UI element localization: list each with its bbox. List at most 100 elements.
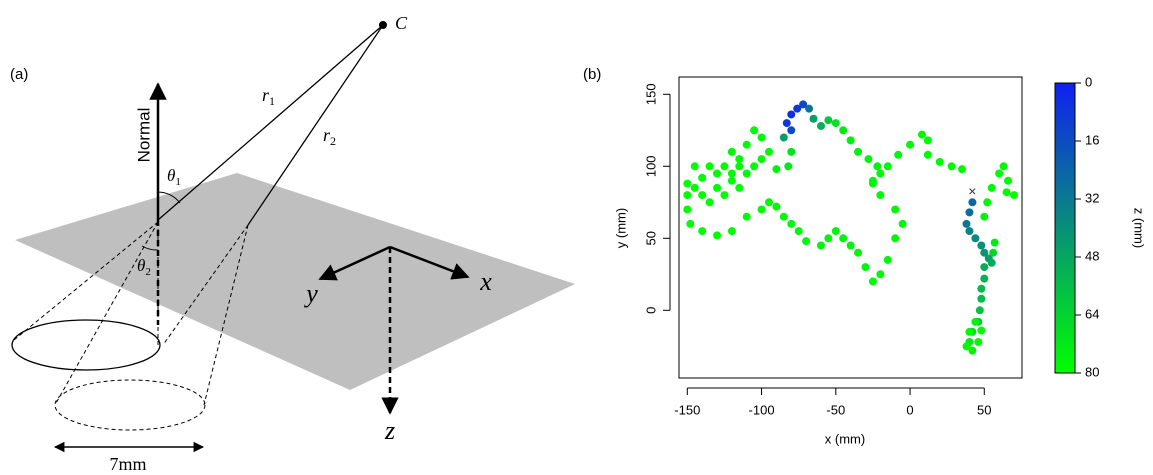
data-point — [854, 148, 862, 156]
data-point — [869, 278, 877, 286]
data-point — [728, 227, 736, 235]
data-point — [787, 126, 795, 134]
data-point — [948, 162, 956, 170]
data-point — [817, 242, 825, 250]
data-point — [847, 242, 855, 250]
data-point — [869, 180, 877, 188]
data-point — [793, 105, 801, 113]
source-point — [379, 21, 387, 29]
data-point — [1000, 162, 1008, 170]
data-point — [965, 208, 973, 216]
data-point — [876, 169, 884, 177]
data-point — [962, 342, 970, 350]
data-point — [832, 119, 840, 127]
data-point — [977, 295, 985, 303]
data-point — [765, 198, 773, 206]
colorbar-tick-label: 48 — [1085, 248, 1099, 263]
r1-label: r1 — [262, 85, 275, 108]
y-axis-label: y — [303, 279, 318, 308]
r2-label: r2 — [323, 125, 336, 148]
data-point — [864, 155, 872, 163]
data-point — [691, 162, 699, 170]
data-point — [839, 234, 847, 242]
data-point — [728, 177, 736, 185]
source-label: C — [395, 13, 408, 33]
data-point — [686, 220, 694, 228]
panel-label: (b) — [583, 66, 601, 83]
data-point — [765, 148, 773, 156]
colorbar-tick-label: 64 — [1085, 306, 1099, 321]
data-point — [691, 184, 699, 192]
data-point — [891, 205, 899, 213]
data-point — [965, 328, 973, 336]
x-tick-label: -100 — [749, 402, 775, 417]
data-point — [962, 220, 970, 228]
data-point — [832, 227, 840, 235]
data-point — [706, 162, 714, 170]
data-point — [894, 151, 902, 159]
start-marker: × — [968, 183, 976, 199]
data-point — [989, 249, 997, 257]
data-point — [698, 191, 706, 199]
data-point — [772, 203, 780, 211]
data-point — [735, 184, 743, 192]
data-point — [884, 256, 892, 264]
colorbar-tick-label: 16 — [1085, 132, 1099, 147]
data-point — [743, 169, 751, 177]
data-point — [750, 162, 758, 170]
data-point — [976, 306, 984, 314]
data-point — [758, 205, 766, 213]
footprint-projection — [55, 380, 205, 430]
data-point — [743, 141, 751, 149]
data-point — [758, 133, 766, 141]
panel-label: (a) — [10, 66, 28, 83]
data-point — [802, 237, 810, 245]
data-point — [1010, 191, 1018, 199]
data-point — [873, 162, 881, 170]
y-tick-label: 100 — [643, 155, 658, 177]
data-point — [977, 285, 985, 293]
data-point — [1003, 188, 1011, 196]
figure: (a) Normal C r1 r2 θ1 θ2 7mm y x z (b) x… — [0, 0, 1153, 475]
x-tick-label: 50 — [977, 402, 991, 417]
data-point — [995, 169, 1003, 177]
data-point — [958, 165, 966, 173]
y-tick-label: 50 — [643, 231, 658, 245]
data-point — [854, 249, 862, 257]
data-point — [876, 191, 884, 199]
data-point — [936, 158, 944, 166]
diagram: (a) Normal C r1 r2 θ1 θ2 7mm y x z — [10, 13, 575, 474]
normal-label: Normal — [134, 108, 153, 163]
data-point — [977, 326, 985, 334]
data-point — [698, 227, 706, 235]
data-point — [795, 227, 803, 235]
data-point — [758, 155, 766, 163]
data-point — [784, 162, 792, 170]
data-point — [974, 338, 982, 346]
data-point — [971, 318, 979, 326]
data-point — [980, 275, 988, 283]
data-point — [817, 122, 825, 130]
data-point — [735, 162, 743, 170]
data-point — [824, 234, 832, 242]
data-point — [899, 220, 907, 228]
x-axis-label: x — [479, 267, 492, 296]
data-point — [965, 227, 973, 235]
data-point — [906, 141, 914, 149]
data-point — [876, 270, 884, 278]
colorbar-tick-label: 0 — [1085, 74, 1092, 89]
x-tick-label: -150 — [674, 402, 700, 417]
data-point — [683, 205, 691, 213]
data-point — [728, 148, 736, 156]
colorbar — [1055, 83, 1075, 373]
data-point — [783, 119, 791, 127]
y-axis-title: y (mm) — [613, 208, 628, 248]
data-point — [713, 169, 721, 177]
y-tick-label: 150 — [643, 83, 658, 105]
data-point — [683, 191, 691, 199]
data-point — [780, 213, 788, 221]
x-tick-label: -50 — [826, 402, 845, 417]
data-point — [713, 231, 721, 239]
data-point — [743, 213, 751, 221]
